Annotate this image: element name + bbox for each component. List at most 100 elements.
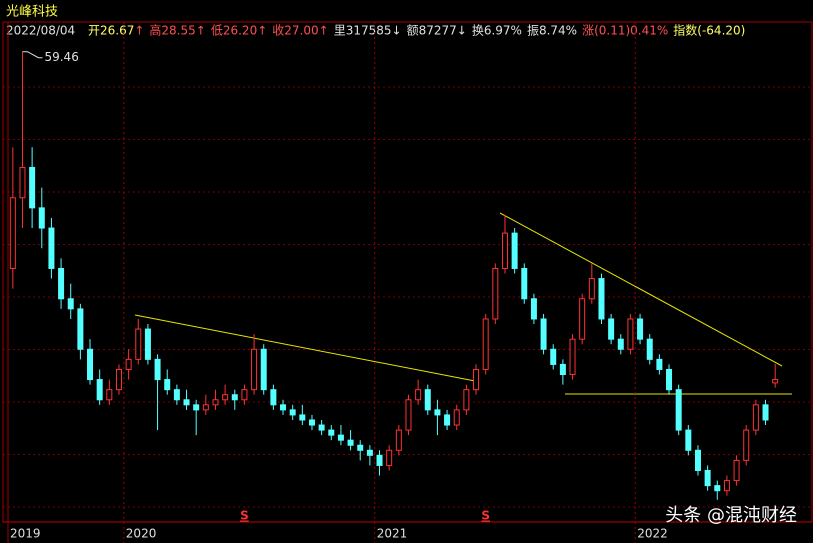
header-arrow: ↑	[257, 24, 267, 38]
candle-body	[154, 358, 161, 381]
candle-body	[106, 389, 113, 401]
candle-body	[299, 414, 306, 421]
header-arrow: ↓	[392, 24, 402, 38]
watermark: 头条 @混沌财经	[665, 505, 797, 526]
candle-body	[704, 469, 711, 487]
candle-body	[569, 338, 576, 376]
candle-body	[608, 318, 615, 340]
candle-body	[762, 404, 769, 421]
candle-body	[656, 358, 663, 370]
candle-body	[627, 318, 634, 350]
header-value: 涨(0.11)0.41%	[582, 23, 668, 38]
candle-body	[347, 439, 354, 446]
header-arrow: ↑	[134, 24, 144, 38]
candle-body	[357, 444, 364, 451]
candle-body	[386, 449, 393, 466]
candle-body	[222, 394, 229, 401]
candle-body	[19, 166, 26, 199]
candle-body	[473, 368, 480, 391]
candle-body	[617, 338, 624, 350]
candle-body	[366, 449, 373, 456]
candle-body	[135, 328, 142, 360]
header-arrow: ↓	[457, 24, 467, 38]
candle-body	[328, 429, 335, 436]
candle-body	[58, 267, 65, 300]
candle-body	[646, 338, 653, 360]
max-leader	[22, 51, 43, 59]
candle-body	[231, 394, 238, 401]
header-value: 开26.67	[88, 24, 134, 38]
candle-body	[202, 404, 209, 411]
candle-body	[579, 298, 586, 340]
header-value: 额87277	[407, 24, 457, 38]
header-value: 收27.00	[272, 24, 318, 38]
candle-body	[492, 267, 499, 320]
header-value: 高28.55	[149, 23, 195, 38]
candle-body	[463, 389, 470, 411]
candle-body	[212, 399, 219, 406]
candle-body	[77, 308, 84, 350]
header-value: 低26.20	[211, 24, 257, 38]
candle-body	[289, 409, 296, 416]
header-value: 振8.74%	[527, 24, 577, 38]
header-value: 指数(-64.20)	[673, 23, 745, 38]
candle-body	[723, 480, 730, 492]
candle-body	[376, 454, 383, 466]
candle-body	[337, 434, 344, 441]
header-row: 2022/08/04 开26.67 ↑ 高28.55 ↑ 低26.20 ↑ 收27.00 ↑ 里…	[6, 23, 745, 38]
candle-body	[424, 389, 431, 411]
candle-body	[511, 232, 518, 269]
candle-body	[48, 227, 55, 269]
candle-body	[251, 348, 258, 391]
candle-body	[637, 318, 644, 340]
candle-body	[501, 232, 508, 269]
x-tick-label: 2022	[637, 527, 668, 541]
candle-body	[38, 207, 45, 229]
candle-body	[270, 389, 277, 406]
header-arrow: ↑	[319, 24, 329, 38]
candle-body	[9, 197, 16, 269]
trend-line	[499, 212, 783, 367]
candle-body	[308, 419, 315, 426]
candle-body	[96, 379, 103, 401]
candle-body	[125, 358, 132, 370]
candle-body	[714, 485, 721, 492]
candle-body	[694, 449, 701, 471]
candle-body	[280, 404, 287, 411]
candle-body	[405, 399, 412, 431]
candle-body	[675, 389, 682, 431]
header-value: 换6.97%	[472, 24, 522, 38]
candle-body	[521, 267, 528, 300]
candle-body	[550, 348, 557, 365]
candle-body	[733, 459, 740, 482]
signal-marker: S	[481, 509, 490, 523]
candle-body	[588, 278, 595, 300]
candle-body	[183, 399, 190, 406]
candle-body	[415, 389, 422, 401]
candle-body	[164, 379, 171, 391]
stock-name: 光峰科技	[6, 5, 58, 20]
candle-body	[598, 278, 605, 320]
candle-body	[395, 429, 402, 451]
candle-body	[666, 368, 673, 391]
signal-marker: S	[240, 509, 249, 523]
candle-body	[434, 409, 441, 416]
x-tick-label: 2019	[10, 527, 41, 541]
candle-body	[67, 298, 74, 310]
trend-line	[134, 314, 476, 382]
date: 2022/08/04	[6, 24, 75, 38]
candle-body	[318, 424, 325, 431]
candle-body	[482, 318, 489, 370]
candle-body	[173, 389, 180, 401]
candle-body	[772, 379, 779, 384]
candle-body	[87, 348, 94, 381]
candle-body	[530, 298, 537, 320]
candle-body	[29, 166, 36, 209]
header-value: 里317585	[334, 24, 392, 38]
candle-body	[115, 368, 122, 391]
candle-body	[743, 429, 750, 461]
candles: 2019 2020 S 2021 S 2022 59.46	[7, 22, 779, 543]
